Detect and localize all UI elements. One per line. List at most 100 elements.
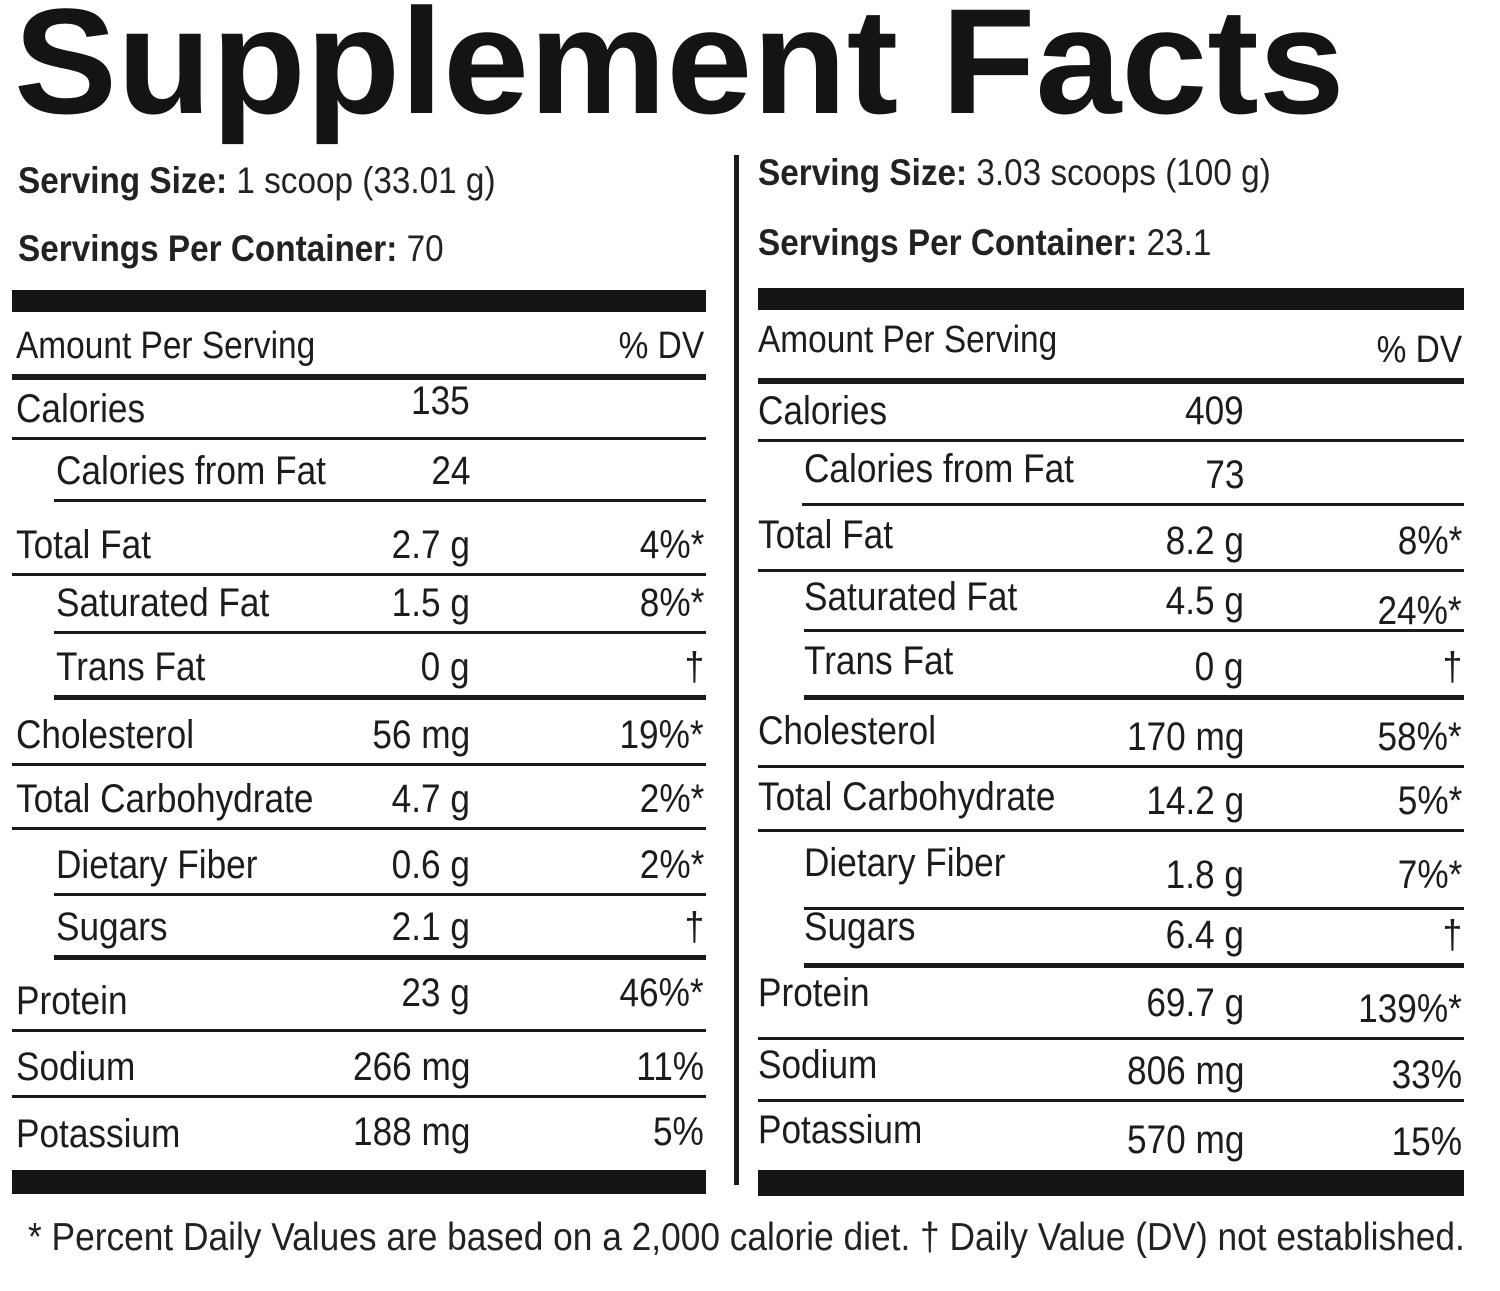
nutrient-amount: 188 mg	[352, 1110, 470, 1154]
nutrient-amount: 135	[411, 379, 470, 423]
nutrient-dv: †	[1442, 913, 1462, 957]
nutrient-name: Protein	[758, 971, 870, 1015]
nutrient-dv: 11%	[636, 1045, 704, 1089]
nutrient-amount: 1.8 g	[1165, 853, 1244, 897]
thick-rule-top	[758, 288, 1464, 310]
servings-per-container-value: 23.1	[1146, 222, 1212, 263]
nutrient-name: Calories	[16, 387, 146, 431]
table-row: Potassium 188 mg 5%	[12, 1098, 706, 1162]
nutrient-name: Trans Fat	[56, 645, 206, 689]
nutrient-name: Potassium	[16, 1112, 181, 1156]
table-row: Total Fat 8.2 g 8%*	[758, 506, 1464, 572]
nutrient-name: Dietary Fiber	[56, 843, 258, 887]
table-row: Protein 69.7 g 139%*	[758, 968, 1464, 1040]
nutrient-name: Sodium	[758, 1043, 878, 1087]
table-row: Sugars 2.1 g †	[54, 896, 706, 960]
table-row: Calories 409	[758, 384, 1464, 442]
nutrient-name: Saturated Fat	[56, 581, 270, 625]
nutrient-amount: 73	[1204, 453, 1244, 497]
header-dv: % DV	[618, 325, 704, 367]
nutrient-amount: 170 mg	[1126, 715, 1244, 759]
nutrient-name: Protein	[16, 979, 128, 1023]
nutrient-dv: 15%	[1391, 1120, 1462, 1164]
nutrient-dv: 24%*	[1377, 589, 1462, 633]
nutrient-amount: 4.5 g	[1165, 579, 1244, 623]
table-row: Sodium 266 mg 11%	[12, 1032, 706, 1098]
nutrient-name: Trans Fat	[804, 639, 954, 683]
serving-size-value: 3.03 scoops (100 g)	[976, 152, 1271, 193]
header-dv: % DV	[1376, 329, 1462, 371]
serving-size-line: Serving Size: 3.03 scoops (100 g)	[758, 152, 1271, 194]
nutrient-name: Total Carbohydrate	[758, 775, 1056, 819]
nutrient-name: Total Fat	[758, 513, 893, 557]
header-amount-per-serving: Amount Per Serving	[16, 325, 316, 367]
nutrient-name: Sugars	[56, 905, 168, 949]
nutrient-dv: †	[1442, 645, 1462, 689]
table-row: Sugars 6.4 g †	[804, 905, 1464, 968]
table-row: Calories from Fat 73	[802, 442, 1464, 506]
nutrient-amount: 6.4 g	[1165, 913, 1244, 957]
table-header-row: Amount Per Serving % DV	[12, 318, 706, 380]
table-row: Total Carbohydrate 14.2 g 5%*	[758, 768, 1464, 832]
table-row: Total Fat 2.7 g 4%*	[12, 502, 706, 576]
servings-per-container-label: Servings Per Container:	[18, 228, 398, 269]
column-divider	[734, 155, 739, 1185]
table-row: Calories 135	[12, 379, 706, 440]
nutrient-dv: 46%*	[619, 971, 704, 1015]
nutrient-dv: 4%*	[639, 523, 704, 567]
nutrient-dv: 19%*	[619, 713, 704, 757]
header-amount-per-serving: Amount Per Serving	[758, 319, 1058, 361]
thick-rule-top	[12, 290, 706, 312]
table-row: Cholesterol 56 mg 19%*	[12, 700, 706, 766]
servings-per-container-line: Servings Per Container: 23.1	[758, 222, 1211, 264]
nutrient-amount: 0 g	[1195, 645, 1244, 689]
nutrient-amount: 2.7 g	[391, 523, 470, 567]
nutrient-amount: 0 g	[421, 645, 470, 689]
nutrient-amount: 56 mg	[372, 713, 470, 757]
nutrient-dv: 5%	[653, 1110, 704, 1154]
nutrient-amount: 69.7 g	[1146, 981, 1244, 1025]
table-row: Calories from Fat 24	[54, 440, 706, 502]
table-row: Potassium 570 mg 15%	[758, 1102, 1464, 1166]
nutrient-amount: 8.2 g	[1165, 519, 1244, 563]
nutrient-amount: 570 mg	[1126, 1118, 1244, 1162]
nutrient-name: Total Fat	[16, 523, 151, 567]
table-row: Trans Fat 0 g †	[804, 632, 1464, 700]
nutrient-amount: 806 mg	[1126, 1049, 1244, 1093]
table-row: Dietary Fiber 1.8 g 7%*	[804, 832, 1464, 910]
nutrient-dv: †	[684, 905, 704, 949]
nutrient-dv: 139%*	[1358, 987, 1462, 1031]
nutrient-amount: 1.5 g	[391, 581, 470, 625]
nutrient-dv: 33%	[1391, 1053, 1462, 1097]
nutrient-name: Sodium	[16, 1045, 136, 1089]
footnote: * Percent Daily Values are based on a 2,…	[28, 1216, 1465, 1259]
nutrient-name: Calories from Fat	[804, 447, 1074, 491]
thick-rule-bottom	[12, 1170, 706, 1194]
table-row: Total Carbohydrate 4.7 g 2%*	[12, 766, 706, 830]
table-header-row: Amount Per Serving % DV	[758, 316, 1464, 384]
nutrient-name: Total Carbohydrate	[16, 777, 314, 821]
table-row: Saturated Fat 1.5 g 8%*	[54, 576, 706, 634]
nutrient-amount: 14.2 g	[1146, 779, 1244, 823]
nutrient-name: Calories from Fat	[56, 449, 326, 493]
nutrient-amount: 4.7 g	[391, 777, 470, 821]
servings-per-container-value: 70	[406, 228, 444, 269]
nutrient-amount: 409	[1185, 389, 1244, 433]
serving-size-value: 1 scoop (33.01 g)	[236, 160, 496, 201]
nutrient-amount: 2.1 g	[391, 905, 470, 949]
nutrient-name: Calories	[758, 389, 888, 433]
nutrient-amount: 266 mg	[352, 1045, 470, 1089]
nutrient-dv: 2%*	[639, 843, 704, 887]
thick-rule-bottom	[758, 1170, 1464, 1196]
table-row: Protein 23 g 46%*	[12, 960, 706, 1032]
nutrient-amount: 24	[430, 449, 470, 493]
serving-size-line: Serving Size: 1 scoop (33.01 g)	[18, 160, 496, 202]
nutrient-dv: 58%*	[1377, 715, 1462, 759]
table-row: Dietary Fiber 0.6 g 2%*	[54, 830, 706, 896]
nutrient-dv: 2%*	[639, 777, 704, 821]
servings-per-container-line: Servings Per Container: 70	[18, 228, 444, 270]
servings-per-container-label: Servings Per Container:	[758, 222, 1138, 263]
nutrient-dv: †	[684, 645, 704, 689]
nutrient-dv: 8%*	[1397, 519, 1462, 563]
nutrient-name: Dietary Fiber	[804, 841, 1006, 885]
